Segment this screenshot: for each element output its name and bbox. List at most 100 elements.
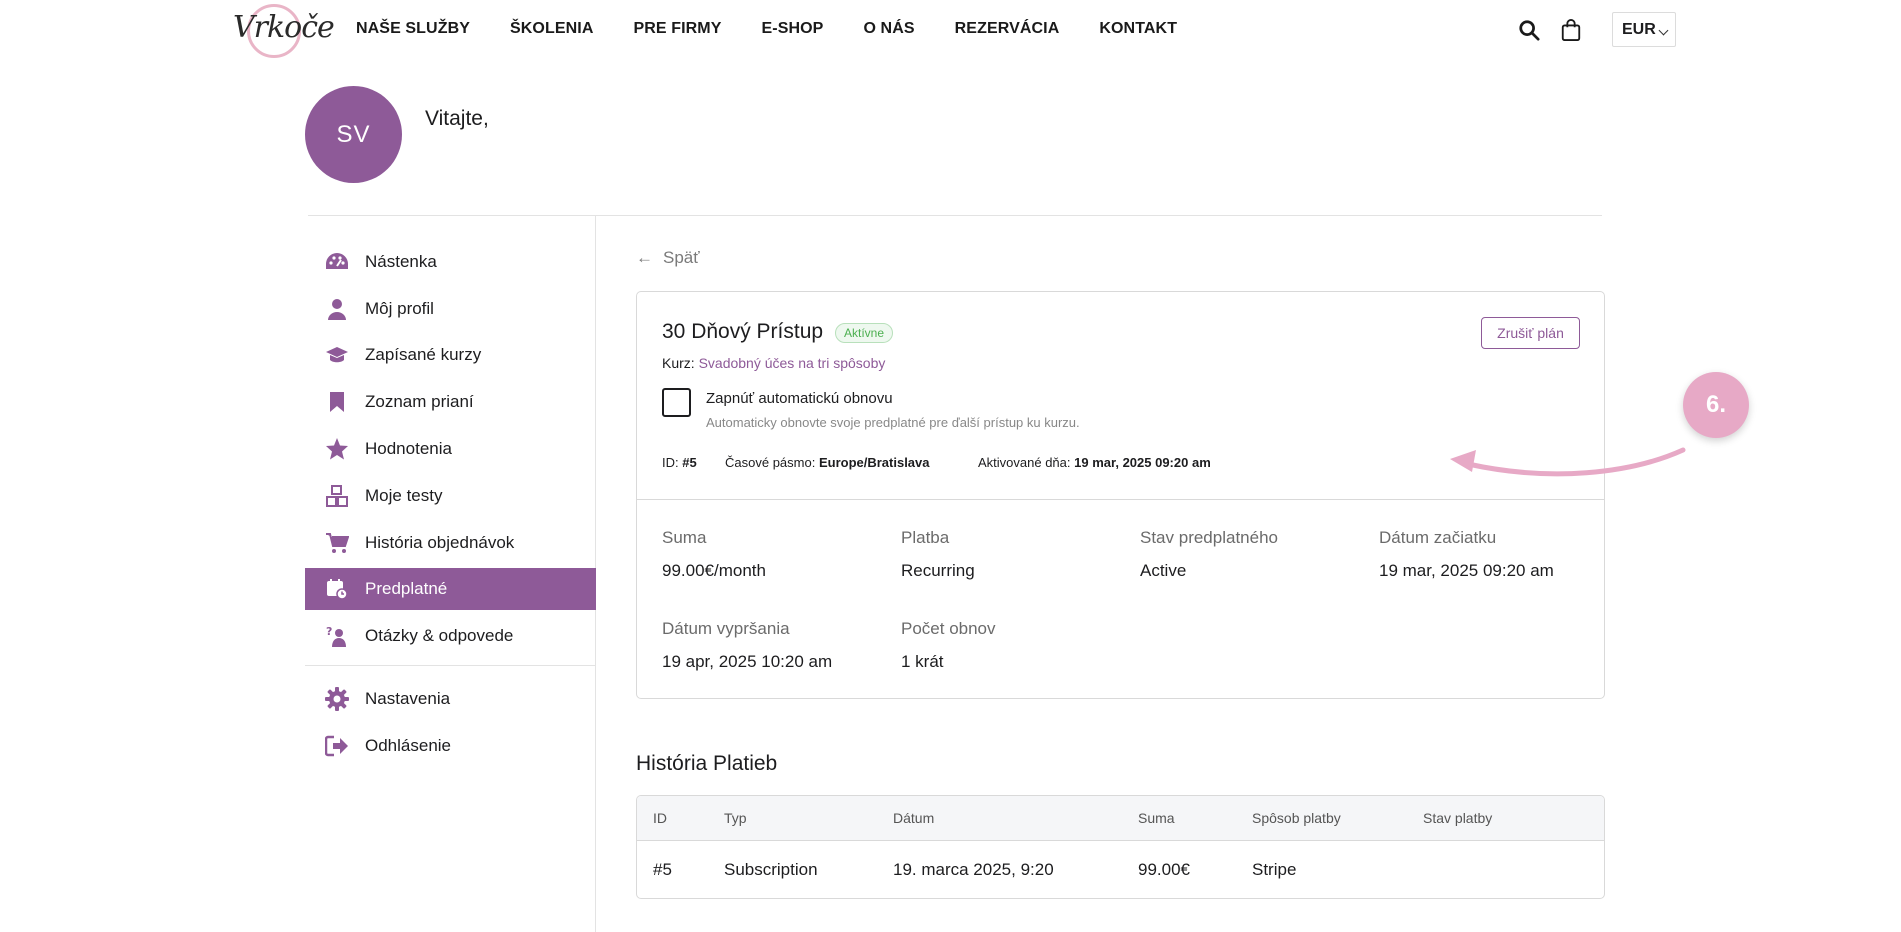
graduation-cap-icon bbox=[325, 343, 349, 367]
back-link[interactable]: ← Späť bbox=[636, 248, 700, 268]
chevron-down-icon bbox=[1658, 25, 1669, 36]
sidebar-item-label: Zapísané kurzy bbox=[365, 345, 482, 364]
sidebar-item-label: Môj profil bbox=[365, 299, 434, 318]
sidebar-item-tests[interactable]: Moje testy bbox=[305, 475, 596, 517]
status-badge: Aktívne bbox=[835, 323, 894, 343]
sidebar-item-logout[interactable]: Odhlásenie bbox=[305, 725, 596, 767]
course-prefix: Kurz: bbox=[662, 355, 695, 371]
cancel-plan-button[interactable]: Zrušiť plán bbox=[1481, 317, 1580, 349]
column-header: Dátum bbox=[893, 810, 935, 826]
main-nav: NAŠE SLUŽBY ŠKOLENIA PRE FIRMY E-SHOP O … bbox=[356, 20, 1217, 38]
logo-text: Vrkoče bbox=[233, 10, 335, 45]
timezone-label: Časové pásmo: bbox=[725, 455, 816, 470]
detail-value: Recurring bbox=[901, 561, 975, 580]
activated-label: Aktivované dňa: bbox=[978, 455, 1071, 470]
table-cell: 19. marca 2025, 9:20 bbox=[893, 860, 1054, 879]
sidebar-item-profile[interactable]: Môj profil bbox=[305, 288, 596, 330]
detail-value: 99.00€/month bbox=[662, 561, 766, 580]
table-cell: Stripe bbox=[1252, 860, 1297, 879]
detail-value: 19 apr, 2025 10:20 am bbox=[662, 652, 833, 671]
cart-icon bbox=[325, 531, 349, 555]
sidebar-item-label: Nastavenia bbox=[365, 689, 451, 708]
currency-value: EUR bbox=[1622, 21, 1656, 38]
sidebar-item-qa[interactable]: ? Otázky & odpovede bbox=[305, 615, 596, 657]
sidebar-item-label: Odhlásenie bbox=[365, 736, 452, 755]
bookmark-icon bbox=[325, 390, 349, 414]
table-cell: 99.00€ bbox=[1138, 860, 1190, 879]
logo-ring bbox=[247, 4, 301, 58]
table-cell: Subscription bbox=[724, 860, 818, 879]
question-person-icon: ? bbox=[325, 624, 349, 648]
detail-status: Stav predplatného Active bbox=[1140, 528, 1360, 581]
column-header: Stav platby bbox=[1423, 810, 1493, 826]
column-header: Spôsob platby bbox=[1252, 810, 1341, 826]
currency-select[interactable]: EUR bbox=[1612, 12, 1676, 47]
detail-label: Suma bbox=[662, 528, 707, 547]
nav-item-kontakt[interactable]: KONTAKT bbox=[1099, 20, 1178, 37]
sidebar-item-dashboard[interactable]: Nástenka bbox=[305, 241, 596, 283]
site-logo[interactable]: Vrkoče bbox=[233, 2, 335, 58]
nav-item-sluzby[interactable]: NAŠE SLUŽBY bbox=[356, 20, 470, 37]
detail-renewal-count: Počet obnov 1 krát bbox=[901, 619, 1121, 672]
course-link[interactable]: Svadobný účes na tri spôsoby bbox=[698, 355, 886, 371]
sidebar-item-reviews[interactable]: Hodnotenia bbox=[305, 428, 596, 470]
detail-start-date: Dátum začiatku 19 mar, 2025 09:20 am bbox=[1379, 528, 1599, 581]
sidebar-item-label: Predplatné bbox=[365, 579, 448, 598]
detail-payment: Platba Recurring bbox=[901, 528, 1121, 581]
detail-value: Active bbox=[1140, 561, 1187, 580]
table-cell: #5 bbox=[653, 860, 672, 879]
step-number-badge: 6. bbox=[1683, 372, 1749, 438]
shopping-bag-icon[interactable] bbox=[1560, 18, 1582, 42]
sidebar-item-subscriptions[interactable]: Predplatné bbox=[305, 568, 596, 610]
back-label: Späť bbox=[663, 248, 700, 267]
sidebar-item-label: Otázky & odpovede bbox=[365, 626, 514, 645]
id-value: #5 bbox=[682, 455, 697, 470]
payment-history-table: ID Typ Dátum Suma Spôsob platby Stav pla… bbox=[636, 795, 1605, 899]
payment-history-title: História Platieb bbox=[636, 752, 778, 775]
auto-renew-description: Automaticky obnovte svoje predplatné pre… bbox=[706, 415, 1080, 430]
activated-date: Aktivované dňa: 19 mar, 2025 09:20 am bbox=[978, 455, 1211, 470]
quiz-blocks-icon bbox=[325, 484, 349, 508]
sidebar-item-wishlist[interactable]: Zoznam prianí bbox=[305, 381, 596, 423]
gear-icon bbox=[325, 687, 349, 711]
subscription-id: ID: #5 bbox=[662, 455, 697, 470]
detail-amount: Suma 99.00€/month bbox=[662, 528, 882, 581]
detail-label: Počet obnov bbox=[901, 619, 996, 638]
detail-label: Platba bbox=[901, 528, 950, 547]
detail-label: Dátum vypršania bbox=[662, 619, 790, 638]
sidebar-item-label: Moje testy bbox=[365, 486, 443, 505]
svg-text:?: ? bbox=[326, 625, 332, 638]
id-label: ID: bbox=[662, 455, 679, 470]
nav-item-skolenia[interactable]: ŠKOLENIA bbox=[510, 20, 594, 37]
sidebar-divider bbox=[305, 665, 596, 666]
plan-title: 30 Dňový Prístup bbox=[662, 320, 824, 343]
account-sidebar: Nástenka Môj profil Zapísané kurzy Zozna… bbox=[305, 216, 596, 932]
sidebar-item-label: Nástenka bbox=[365, 252, 437, 271]
nav-item-rezervacia[interactable]: REZERVÁCIA bbox=[954, 20, 1060, 37]
nav-item-eshop[interactable]: E-SHOP bbox=[761, 20, 824, 37]
subscription-summary: 30 Dňový Prístup Aktívne Zrušiť plán Kur… bbox=[637, 292, 1604, 500]
sidebar-item-label: Hodnotenia bbox=[365, 439, 452, 458]
user-icon bbox=[325, 297, 349, 321]
detail-expiry-date: Dátum vypršania 19 apr, 2025 10:20 am bbox=[662, 619, 882, 672]
avatar: SV bbox=[305, 86, 402, 183]
auto-renew-label[interactable]: Zapnúť automatickú obnovu bbox=[706, 390, 893, 407]
search-icon[interactable] bbox=[1518, 19, 1540, 41]
dashboard-icon bbox=[325, 250, 349, 274]
welcome-text: Vitajte, bbox=[425, 107, 489, 130]
sidebar-item-orders[interactable]: História objednávok bbox=[305, 522, 596, 564]
star-icon bbox=[325, 437, 349, 461]
site-header: Vrkoče NAŠE SLUŽBY ŠKOLENIA PRE FIRMY E-… bbox=[0, 0, 1901, 60]
nav-item-pre-firmy[interactable]: PRE FIRMY bbox=[633, 20, 722, 37]
nav-item-o-nas[interactable]: O NÁS bbox=[863, 20, 915, 37]
course-line: Kurz: Svadobný účes na tri spôsoby bbox=[662, 355, 885, 371]
auto-renew-checkbox[interactable] bbox=[662, 388, 691, 417]
detail-value: 1 krát bbox=[901, 652, 944, 671]
timezone-value: Europe/Bratislava bbox=[818, 455, 930, 470]
detail-value: 19 mar, 2025 09:20 am bbox=[1379, 561, 1554, 580]
sidebar-item-settings[interactable]: Nastavenia bbox=[305, 678, 596, 720]
detail-label: Stav predplatného bbox=[1140, 528, 1278, 547]
column-header: Typ bbox=[724, 810, 747, 826]
sidebar-item-label: Zoznam prianí bbox=[365, 392, 474, 411]
sidebar-item-courses[interactable]: Zapísané kurzy bbox=[305, 334, 596, 376]
